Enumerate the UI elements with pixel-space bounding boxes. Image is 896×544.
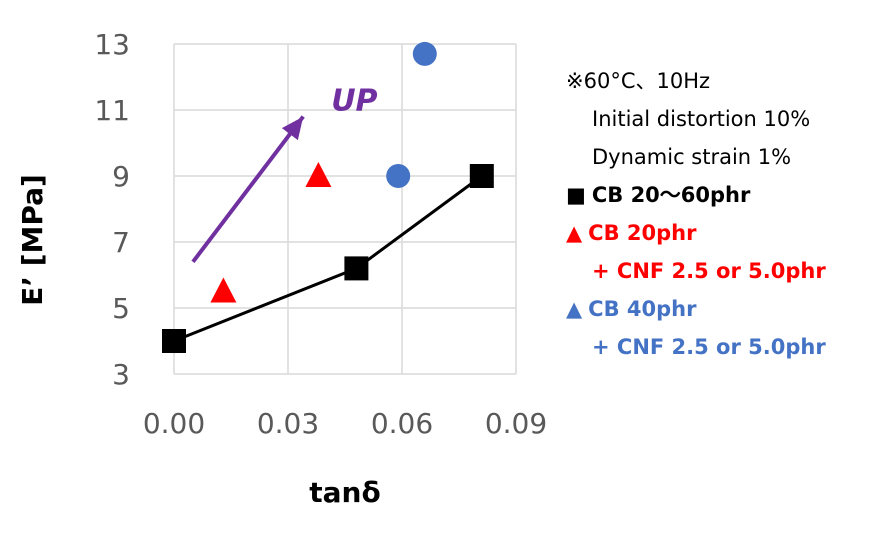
up-annotation: UP [191,84,378,264]
up-arrow-shaft [191,115,305,264]
x-tick-label: 0.03 [257,407,319,440]
y-tick-label: 11 [94,94,130,127]
y-tick-labels: 3 5 7 9 11 13 [94,28,130,391]
legend-note-conditions: ※60°C、10Hz [566,69,711,93]
y-tick-label: 5 [112,292,130,325]
triangle-marker-icon: ▲ [566,297,583,321]
legend-item-cb-40-cont: + CNF 2.5 or 5.0phr [592,335,826,359]
series-group [162,41,494,353]
legend-item-cb-20-60: ■ CB 20〜60phr [566,176,886,214]
square-marker-icon: ■ [566,183,586,207]
y-axis-label: E’ [MPa] [16,174,49,306]
legend-item-cb-20-cont: + CNF 2.5 or 5.0phr [592,259,826,283]
legend-note-distortion: Initial distortion 10% [592,107,811,131]
x-axis-label: tanδ [309,476,380,509]
x-tick-labels: 0.00 0.03 0.06 0.09 [143,407,547,440]
data-point-square [162,329,186,353]
data-point-circle [412,41,437,66]
x-tick-label: 0.00 [143,407,205,440]
legend-item-cb-20: ▲ CB 20phr [566,214,886,252]
up-annotation-text: UP [331,84,377,119]
legend-note-strain: Dynamic strain 1% [592,145,792,169]
legend-item-cb-40: ▲ CB 40phr [566,290,886,328]
legend: ※60°C、10Hz Initial distortion 10% Dynami… [566,62,886,366]
legend-item-label: CB 40phr [588,297,697,321]
x-tick-label: 0.06 [371,407,433,440]
data-point-square [469,164,494,188]
data-point-circle [386,164,411,188]
data-point-square [344,256,369,281]
grid [173,43,517,375]
y-tick-label: 3 [112,358,130,391]
data-point-triangle [305,162,332,187]
legend-item-label: CB 20phr [588,221,697,245]
legend-item-label: CB 20〜60phr [591,183,751,207]
triangle-marker-icon: ▲ [566,221,583,245]
data-point-triangle [210,277,237,303]
y-tick-label: 7 [112,226,130,259]
y-tick-label: 9 [112,160,130,193]
y-tick-label: 13 [94,28,130,61]
x-tick-label: 0.09 [485,407,547,440]
up-arrow-head-icon [281,116,304,141]
